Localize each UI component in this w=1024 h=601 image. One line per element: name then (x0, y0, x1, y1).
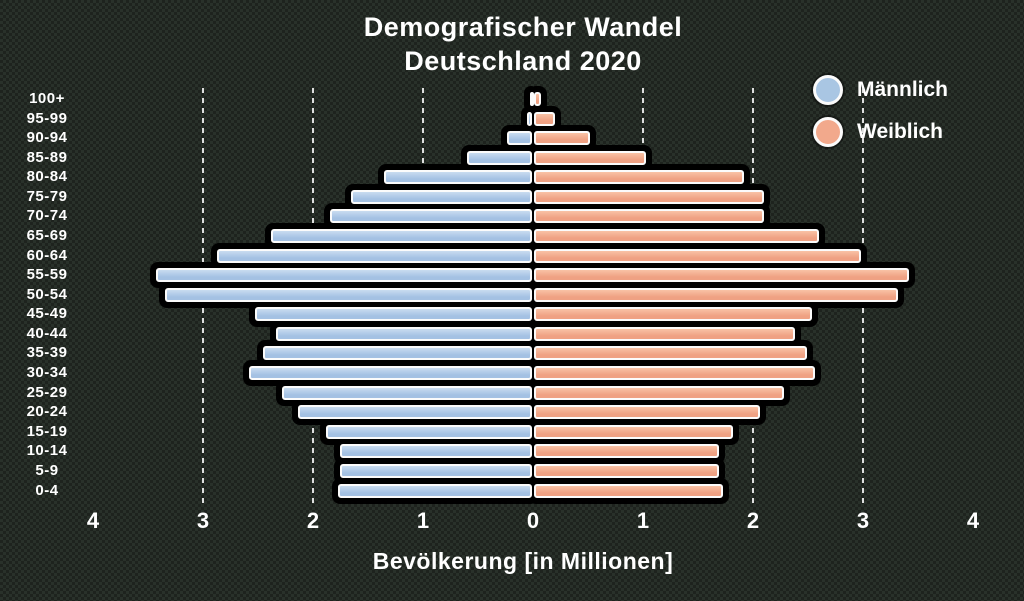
age-label-85-89: 85-89 (26, 148, 68, 166)
age-label-90-94: 90-94 (26, 129, 68, 147)
bar-female-80-84 (534, 170, 745, 185)
age-label-65-69: 65-69 (26, 227, 68, 245)
legend-label-female: Weiblich (857, 120, 943, 143)
bar-male-10-14 (339, 444, 532, 459)
age-label-70-74: 70-74 (26, 207, 68, 225)
bar-male-25-29 (282, 385, 532, 400)
bar-female-0-4 (534, 483, 724, 498)
x-tick-3-right: 3 (856, 508, 870, 533)
age-label-0-4: 0-4 (35, 481, 59, 499)
chart-title: Demografischer Wandel Deutschland 2020 (22, 10, 1024, 78)
age-label-80-84: 80-84 (26, 168, 68, 186)
bar-male-5-9 (339, 463, 532, 478)
legend-item-maennlich: Männlich (813, 72, 948, 108)
age-label-30-34: 30-34 (26, 364, 68, 382)
bar-male-95-99 (526, 111, 532, 126)
bar-male-35-39 (262, 346, 532, 361)
legend-item-weiblich: Weiblich (813, 114, 948, 150)
x-tick-0: 0 (526, 508, 540, 533)
bar-female-40-44 (534, 326, 795, 341)
bar-female-65-69 (534, 229, 819, 244)
x-tick-4-right: 4 (966, 508, 980, 533)
bar-female-90-94 (534, 131, 591, 146)
bar-female-50-54 (534, 287, 899, 302)
age-label-20-24: 20-24 (26, 403, 68, 421)
bar-male-65-69 (271, 229, 532, 244)
age-label-40-44: 40-44 (26, 324, 68, 342)
bar-male-60-64 (217, 248, 532, 263)
bar-female-45-49 (534, 307, 813, 322)
x-tick-4-left: 4 (86, 508, 100, 533)
age-label-60-64: 60-64 (26, 246, 68, 264)
x-tick-2-left: 2 (306, 508, 320, 533)
bar-female-10-14 (534, 444, 719, 459)
age-label-75-79: 75-79 (26, 187, 68, 205)
age-label-55-59: 55-59 (26, 266, 68, 284)
bar-female-55-59 (534, 268, 910, 283)
age-label-100plus: 100+ (29, 90, 65, 107)
bar-female-15-19 (534, 424, 734, 439)
chart-title-line1: Demografischer Wandel (363, 12, 683, 42)
bar-male-80-84 (383, 170, 532, 185)
age-label-50-54: 50-54 (26, 285, 68, 303)
bar-female-60-64 (534, 248, 861, 263)
bar-male-75-79 (350, 189, 532, 204)
bar-female-70-74 (534, 209, 764, 224)
age-label-10-14: 10-14 (26, 442, 68, 460)
legend-marker-female-icon (813, 117, 843, 147)
bar-male-45-49 (254, 307, 532, 322)
bar-male-50-54 (164, 287, 532, 302)
bar-female-85-89 (534, 150, 647, 165)
x-tick-1-left: 1 (416, 508, 430, 533)
x-axis-label: Bevölkerung [in Millionen] (372, 548, 674, 574)
bar-female-30-34 (534, 366, 815, 381)
bar-male-90-94 (506, 131, 532, 146)
bar-male-55-59 (155, 268, 532, 283)
legend: Männlich Weiblich (813, 72, 948, 156)
bar-female-100plus (534, 92, 541, 106)
x-tick-3-left: 3 (196, 508, 210, 533)
bar-female-75-79 (534, 189, 764, 204)
age-label-35-39: 35-39 (26, 344, 68, 362)
bar-male-15-19 (326, 424, 532, 439)
age-label-45-49: 45-49 (26, 305, 68, 323)
bar-male-30-34 (249, 366, 532, 381)
bar-male-100plus (529, 92, 534, 106)
bar-female-20-24 (534, 405, 760, 420)
x-tick-1-right: 1 (636, 508, 650, 533)
age-label-25-29: 25-29 (26, 383, 68, 401)
bar-male-70-74 (329, 209, 532, 224)
bar-female-35-39 (534, 346, 807, 361)
age-label-15-19: 15-19 (26, 422, 68, 440)
age-label-95-99: 95-99 (26, 109, 68, 127)
bar-female-5-9 (534, 463, 719, 478)
legend-marker-male-icon (813, 75, 843, 105)
x-tick-2-right: 2 (746, 508, 760, 533)
bar-female-25-29 (534, 385, 784, 400)
age-label-5-9: 5-9 (35, 461, 59, 479)
bar-male-85-89 (467, 150, 532, 165)
legend-label-male: Männlich (857, 78, 949, 101)
bar-male-20-24 (297, 405, 532, 420)
bar-male-40-44 (275, 326, 532, 341)
bar-female-95-99 (534, 111, 555, 126)
bar-male-0-4 (338, 483, 532, 498)
chart-title-line2: Deutschland 2020 (404, 46, 642, 76)
